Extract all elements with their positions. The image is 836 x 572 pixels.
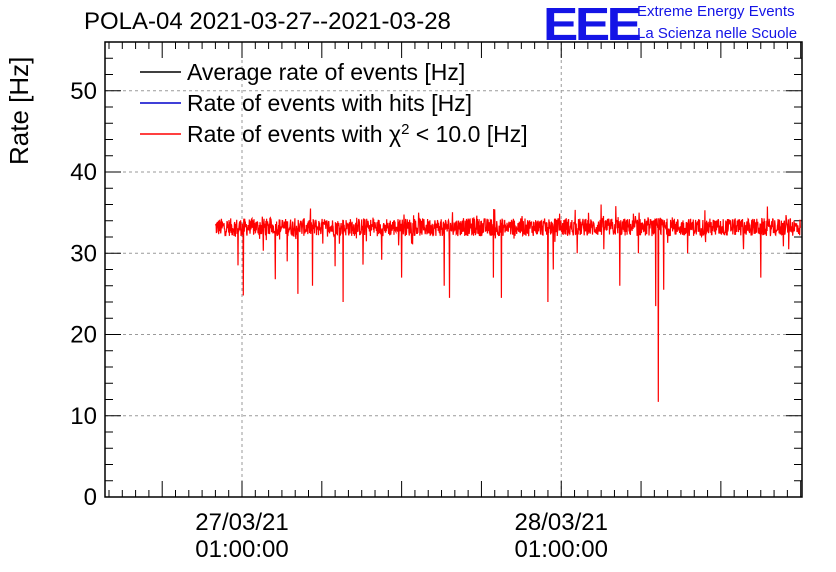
series-line-chi2 <box>214 204 802 402</box>
y-tick-label: 10 <box>70 403 97 430</box>
x-tick-label-time: 01:00:00 <box>195 536 288 563</box>
eee-logo: EEE <box>543 0 642 50</box>
logo-line-1: Extreme Energy Events <box>637 3 795 20</box>
y-tick-label: 30 <box>70 240 97 267</box>
logo-line-2: La Scienza nelle Scuole <box>637 25 798 42</box>
y-tick-label: 0 <box>84 484 97 511</box>
plot-frame <box>104 41 803 498</box>
y-axis-label: Rate [Hz] <box>4 56 34 165</box>
legend-label: Rate of events with hits [Hz] <box>187 90 472 116</box>
x-tick-label-date: 27/03/21 <box>195 509 288 536</box>
x-tick-label-time: 01:00:00 <box>515 536 608 563</box>
y-tick-label: 40 <box>70 159 97 186</box>
chart-title: POLA-04 2021-03-27--2021-03-28 <box>84 8 451 35</box>
legend-label: Average rate of events [Hz] <box>187 59 465 85</box>
y-tick-label: 20 <box>70 322 97 349</box>
x-tick-label-date: 28/03/21 <box>515 509 608 536</box>
y-tick-label: 50 <box>70 78 97 105</box>
legend-label: Rate of events with χ2 < 10.0 [Hz] <box>187 121 528 148</box>
